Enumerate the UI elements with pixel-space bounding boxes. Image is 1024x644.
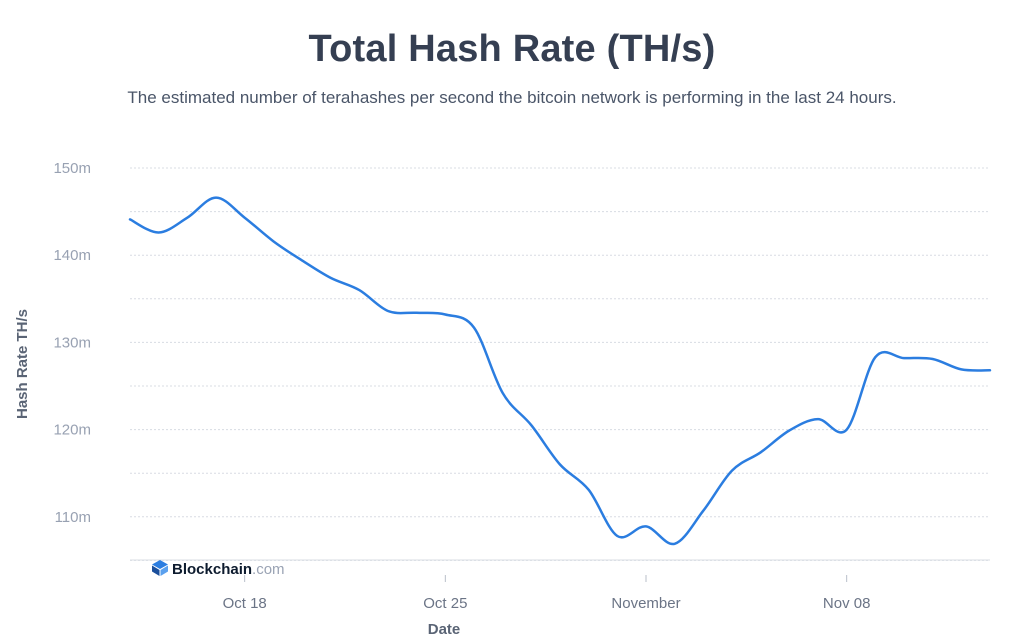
blockchain-logo-icon: [152, 560, 168, 576]
y-axis-ticks: 110m 120m 130m 140m 150m: [53, 160, 91, 526]
y-tick-label: 140m: [53, 247, 91, 264]
x-axis-label: Date: [428, 621, 461, 638]
y-axis-label: Hash Rate TH/s: [14, 309, 31, 419]
blockchain-watermark: Blockchain.com: [152, 560, 285, 578]
y-tick-label: 120m: [53, 422, 91, 439]
grid-lines: [130, 167, 990, 561]
watermark-suffix: .com: [252, 561, 285, 578]
y-tick-label: 150m: [53, 160, 91, 177]
watermark-brand: Blockchain: [172, 561, 252, 578]
y-tick-label: 130m: [53, 334, 91, 351]
svg-text:Blockchain.com: Blockchain.com: [172, 561, 285, 578]
x-tick-label: Oct 18: [223, 595, 267, 612]
x-tick-label: Oct 25: [423, 595, 467, 612]
x-axis-ticks: Oct 18 Oct 25 November Nov 08: [223, 575, 871, 612]
x-tick-label: Nov 08: [823, 595, 871, 612]
x-tick-label: November: [611, 595, 680, 612]
y-tick-label: 110m: [55, 509, 91, 526]
series-line-hash-rate: [128, 196, 992, 546]
chart-title: Total Hash Rate (TH/s): [308, 28, 716, 70]
chart-subtitle: The estimated number of terahashes per s…: [127, 88, 897, 107]
